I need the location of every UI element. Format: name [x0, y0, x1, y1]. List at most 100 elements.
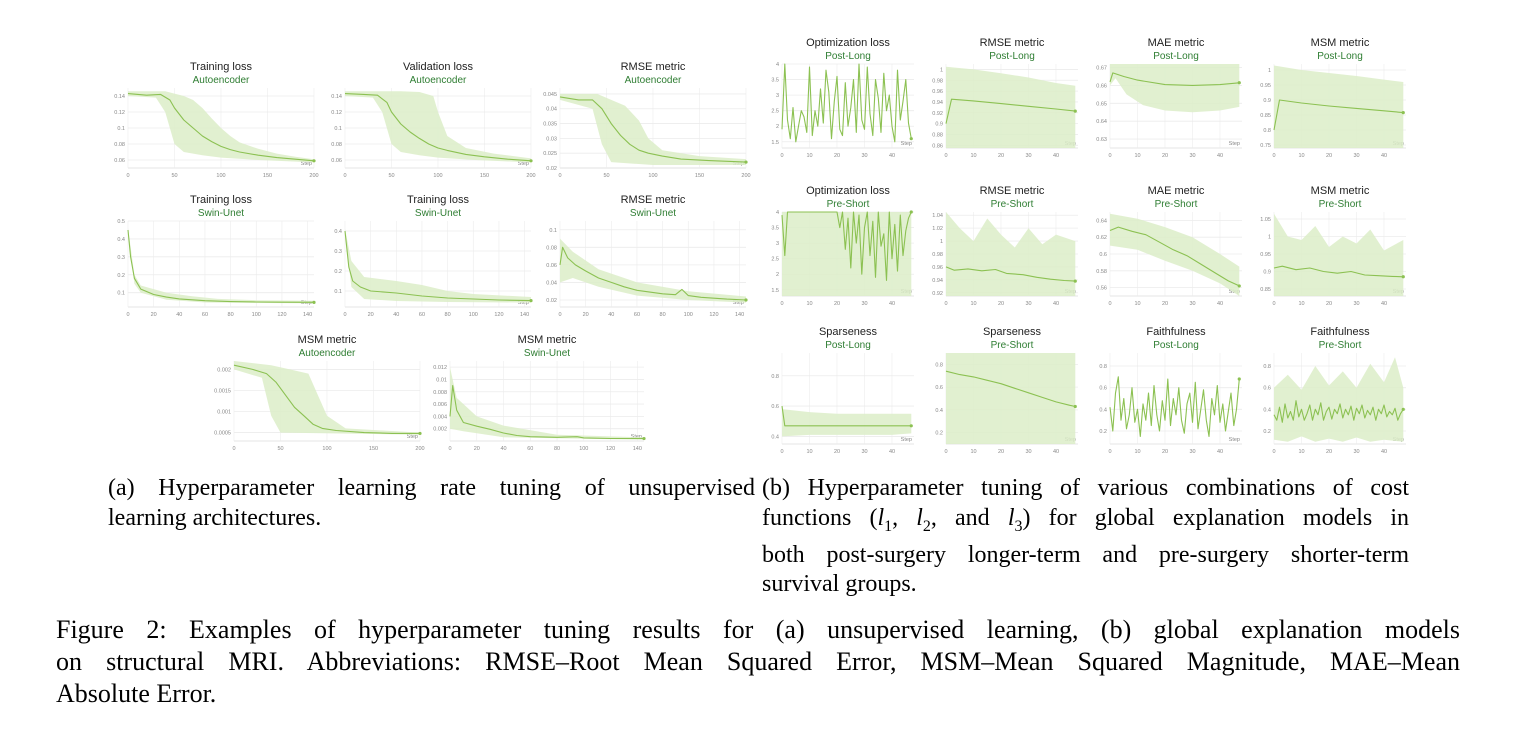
x-tick-label: 60: [527, 446, 533, 452]
x-tick-label: 150: [480, 173, 489, 179]
chart-svg: Training loss Swin-Unet 0.1 0.2 0.3 0.4 0.5 0 20…: [117, 194, 316, 318]
chart-subtitle: Post-Long: [1153, 51, 1199, 62]
series-line: [1109, 226, 1240, 287]
confidence-band: [946, 212, 1076, 296]
y-tick-label: 3.5: [771, 78, 779, 84]
chart-title: Validation loss: [403, 61, 474, 73]
caption-b-line3: both post-surgery longer-term and pre-su…: [762, 541, 1409, 568]
chart-subtitle: Post-Long: [989, 51, 1035, 62]
y-tick-label: 0.85: [1260, 113, 1271, 119]
y-tick-label: 0.02: [546, 166, 557, 172]
chart-subtitle: Swin-Unet: [198, 208, 244, 219]
x-tick-label: 0: [448, 446, 451, 452]
y-tick-label: 0.4: [935, 408, 943, 414]
x-tick-label: 30: [1189, 153, 1195, 159]
x-tick-label: 30: [1189, 449, 1195, 455]
x-tick-label: 20: [474, 446, 480, 452]
confidence-band: [1110, 64, 1240, 113]
y-tick-label: 2: [776, 124, 779, 130]
confidence-band: [234, 361, 420, 435]
y-tick-label: 0.58: [1096, 269, 1107, 275]
y-tick-label: 0.8: [1099, 364, 1107, 370]
x-tick-label: 20: [1162, 449, 1168, 455]
chart-b8: MSM metric Pre-Short 0.85 0.9 0.95 1 1.05 0 10 20…: [1252, 182, 1412, 310]
chart-a3: RMSE metric Autoencoder 0.02 0.025 0.03 0.035…: [538, 58, 752, 182]
x-tick-label: 40: [1217, 301, 1223, 307]
chart-svg: Training loss Autoencoder 0.06 0.08 0.1 0.12 0…: [114, 61, 318, 179]
x-tick-label: 10: [970, 153, 976, 159]
x-tick-label: 40: [1381, 153, 1387, 159]
x-tick-label: 10: [806, 449, 812, 455]
y-tick-label: 0.2: [1099, 429, 1107, 435]
x-tick-label: 20: [583, 312, 589, 318]
y-tick-label: 0.025: [543, 151, 557, 157]
series-end-point: [1073, 109, 1077, 113]
y-tick-label: 0.14: [114, 94, 125, 100]
chart-svg: MSM metric Swin-Unet 0.002 0.004 0.006 0.008 0…: [433, 334, 646, 452]
y-tick-label: 1.04: [932, 213, 943, 219]
series-end-point: [1237, 284, 1241, 288]
y-tick-label: 0.66: [1096, 83, 1107, 89]
chart-title: Training loss: [407, 194, 469, 206]
y-tick-label: 0.94: [932, 100, 943, 106]
step-label: Step: [1229, 141, 1240, 147]
chart-b3: MAE metric Post-Long 0.63 0.64 0.65 0.66 0.67 0…: [1088, 34, 1248, 162]
x-tick-label: 30: [1025, 449, 1031, 455]
x-tick-label: 20: [1162, 153, 1168, 159]
x-tick-label: 0: [780, 153, 783, 159]
x-tick-label: 40: [1053, 153, 1059, 159]
y-tick-label: 0.8: [771, 374, 779, 380]
x-tick-label: 20: [1326, 301, 1332, 307]
chart-subtitle: Swin-Unet: [524, 348, 570, 359]
chart-subtitle: Post-Long: [1317, 51, 1363, 62]
y-tick-label: 0.06: [546, 263, 557, 269]
series-line: [945, 266, 1076, 282]
chart-subtitle: Swin-Unet: [630, 208, 676, 219]
x-tick-label: 40: [500, 446, 506, 452]
confidence-band: [782, 212, 912, 296]
y-tick-label: 0.85: [1260, 287, 1271, 293]
y-tick-label: 0.0015: [214, 388, 231, 394]
series-end-point: [529, 299, 533, 303]
chart-subtitle: Swin-Unet: [415, 208, 461, 219]
y-tick-label: 0.4: [117, 237, 125, 243]
y-tick-label: 0.2: [334, 269, 342, 275]
y-tick-label: 0.1: [117, 126, 125, 132]
step-label: Step: [301, 161, 312, 167]
y-tick-label: 1: [1268, 68, 1271, 74]
x-tick-label: 100: [684, 312, 693, 318]
x-tick-label: 100: [579, 446, 588, 452]
x-tick-label: 0: [944, 153, 947, 159]
chart-b7: MAE metric Pre-Short 0.56 0.58 0.6 0.62 0.64 0 1…: [1088, 182, 1248, 310]
x-tick-label: 30: [1353, 449, 1359, 455]
chart-svg: RMSE metric Post-Long 0.86 0.88 0.9 0.92 0.94 0…: [932, 37, 1078, 159]
y-tick-label: 0.1: [334, 126, 342, 132]
series-end-point: [312, 159, 316, 163]
series-line: [1273, 400, 1404, 423]
series-end-point: [1073, 404, 1077, 409]
chart-subtitle: Pre-Short: [991, 340, 1034, 351]
x-tick-label: 140: [633, 446, 642, 452]
chart-title: MSM metric: [518, 334, 577, 346]
x-tick-label: 0: [780, 301, 783, 307]
chart-title: MSM metric: [298, 334, 357, 346]
confidence-band: [345, 229, 531, 303]
caption-b: (b) Hyperparameter tuning of various com…: [762, 474, 1409, 600]
chart-subtitle: Autoencoder: [193, 75, 250, 86]
chart-a6: RMSE metric Swin-Unet 0.02 0.04 0.06 0.08 0.1 0…: [538, 191, 752, 321]
chart-b11: Faithfulness Post-Long 0.2 0.4 0.6 0.8 0 10 20 30…: [1088, 323, 1248, 458]
y-tick-label: 0.14: [331, 94, 342, 100]
y-tick-label: 0.88: [932, 132, 943, 138]
chart-title: Optimization loss: [806, 185, 890, 197]
x-tick-label: 0: [1108, 153, 1111, 159]
figure-caption-line1: Figure 2: Examples of hyperparameter tun…: [56, 615, 1460, 644]
x-tick-label: 200: [309, 173, 318, 179]
x-tick-label: 10: [1134, 449, 1140, 455]
x-tick-label: 40: [1053, 301, 1059, 307]
y-tick-label: 0.035: [543, 122, 557, 128]
y-tick-label: 0.96: [932, 265, 943, 271]
caption-a: (a) Hyperparameter learning rate tuning …: [108, 474, 755, 533]
series-end-point: [1237, 377, 1241, 381]
chart-title: RMSE metric: [621, 61, 686, 73]
x-tick-label: 40: [889, 449, 895, 455]
